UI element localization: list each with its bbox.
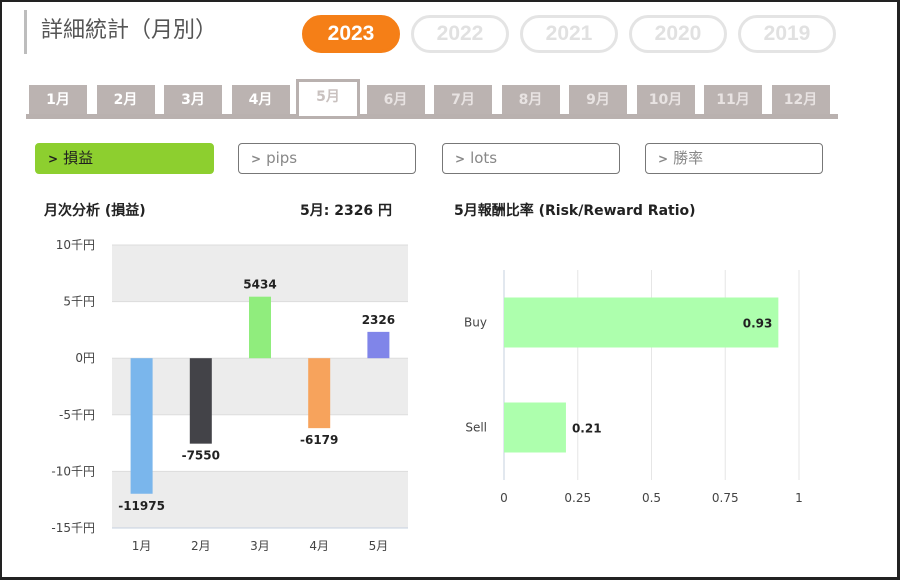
month-tabs: 1月 2月 3月 4月 5月 6月 7月 8月 9月 10月 11月 12月 — [26, 79, 836, 116]
chevron-right-icon: > — [658, 152, 669, 166]
monthly-analysis-title: 月次分析 (損益) — [44, 203, 146, 219]
y-tick-label: 0円 — [75, 351, 95, 365]
x-tick-label: 3月 — [250, 539, 270, 553]
y-tick-label: Sell — [465, 421, 487, 435]
monthly-summary-value: 5月: 2326 円 — [300, 203, 393, 219]
metric-button-label: pips — [266, 149, 298, 167]
data-label: -11975 — [118, 499, 165, 513]
metric-button-label: 勝率 — [673, 149, 704, 167]
grid-band — [112, 471, 408, 528]
month-tab-10[interactable]: 10月 — [633, 82, 698, 114]
chevron-right-icon: > — [251, 152, 262, 166]
year-tab-2022[interactable]: 2022 — [411, 15, 509, 53]
year-tabs: 2023 2022 2021 2020 2019 — [302, 15, 847, 53]
x-tick-label: 0 — [500, 491, 508, 505]
month-tab-12[interactable]: 12月 — [768, 82, 833, 114]
x-tick-label: 0.75 — [712, 491, 739, 505]
chevron-right-icon: > — [455, 152, 466, 166]
x-tick-label: 0.5 — [642, 491, 661, 505]
month-tab-9[interactable]: 9月 — [566, 82, 630, 114]
data-label: 0.21 — [572, 422, 602, 436]
x-tick-label: 2月 — [191, 539, 211, 553]
month-tab-divider — [26, 114, 838, 119]
month-tab-11[interactable]: 11月 — [701, 82, 765, 114]
data-label: -7550 — [182, 449, 220, 463]
y-tick-label: -5千円 — [59, 408, 95, 422]
grid-band — [112, 245, 408, 302]
month-tab-6[interactable]: 6月 — [363, 82, 428, 114]
bar — [130, 358, 153, 494]
year-tab-2023[interactable]: 2023 — [302, 15, 400, 53]
bar — [189, 358, 212, 444]
grid-band — [112, 414, 408, 472]
data-label: 2326 — [362, 313, 395, 327]
bar — [249, 296, 271, 359]
y-tick-label: 5千円 — [63, 295, 95, 309]
bar — [504, 297, 779, 348]
month-tab-1[interactable]: 1月 — [26, 82, 90, 114]
y-tick-label: Buy — [464, 316, 487, 330]
page-title: 詳細統計（月別） — [24, 10, 217, 54]
y-tick-label: -10千円 — [51, 464, 95, 478]
bar — [367, 331, 390, 359]
metric-button-label: 損益 — [63, 149, 94, 167]
month-tab-8[interactable]: 8月 — [498, 82, 563, 114]
metric-button-winrate[interactable]: > 勝率 — [645, 143, 823, 174]
year-tab-2019[interactable]: 2019 — [738, 15, 836, 53]
metric-button-pips[interactable]: > pips — [238, 143, 416, 174]
month-tab-7[interactable]: 7月 — [431, 82, 495, 114]
grid-band — [112, 358, 408, 415]
year-tab-2021[interactable]: 2021 — [520, 15, 618, 53]
metric-button-lots[interactable]: > lots — [442, 143, 620, 174]
x-tick-label: 1月 — [132, 539, 152, 553]
y-tick-label: 10千円 — [56, 238, 95, 252]
x-tick-label: 4月 — [309, 539, 329, 553]
month-tab-2[interactable]: 2月 — [93, 82, 158, 114]
metric-button-profit[interactable]: > 損益 — [35, 143, 214, 174]
chevron-right-icon: > — [48, 152, 59, 166]
year-tab-2020[interactable]: 2020 — [629, 15, 727, 53]
x-tick-label: 5月 — [369, 539, 389, 553]
bar — [504, 402, 566, 453]
risk-reward-title: 5月報酬比率 (Risk/Reward Ratio) — [454, 203, 696, 219]
y-tick-label: -15千円 — [51, 521, 95, 535]
data-label: 5434 — [243, 278, 276, 292]
metric-button-label: lots — [470, 149, 498, 167]
month-tab-5[interactable]: 5月 — [296, 79, 360, 116]
bar — [308, 358, 331, 429]
x-tick-label: 0.25 — [564, 491, 591, 505]
x-tick-label: 1 — [795, 491, 803, 505]
data-label: 0.93 — [743, 317, 773, 331]
data-label: -6179 — [300, 433, 338, 447]
month-tab-3[interactable]: 3月 — [161, 82, 225, 114]
month-tab-4[interactable]: 4月 — [228, 82, 293, 114]
